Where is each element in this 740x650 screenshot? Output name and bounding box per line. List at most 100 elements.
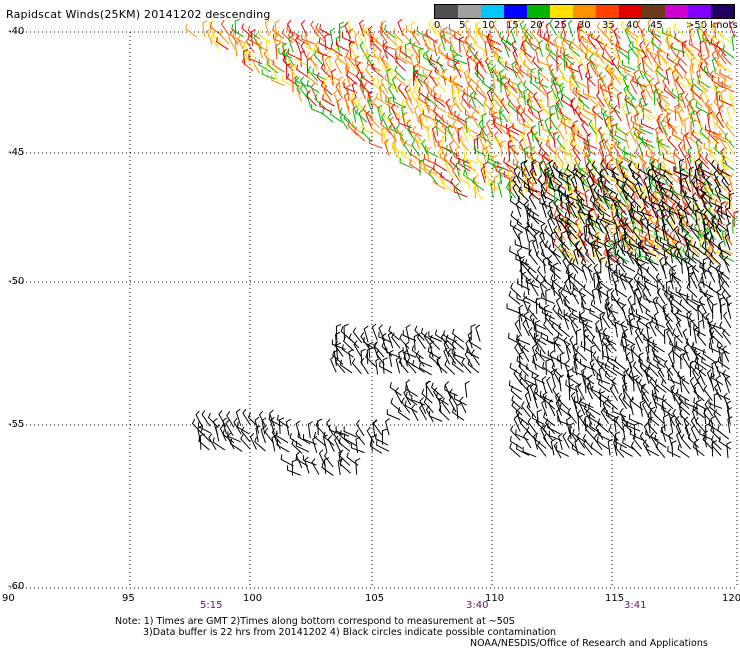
wind-barb xyxy=(367,97,374,115)
wind-barb xyxy=(647,236,661,249)
wind-barb xyxy=(191,418,203,435)
wind-barb xyxy=(657,200,666,218)
wind-barb xyxy=(708,320,714,338)
wind-barb xyxy=(591,122,605,135)
wind-barb xyxy=(609,36,622,50)
wind-barb xyxy=(707,103,713,120)
wind-barb xyxy=(647,25,662,38)
wind-barb xyxy=(560,47,574,60)
wind-barb xyxy=(630,203,643,217)
wind-barb xyxy=(464,350,473,367)
wind-barb xyxy=(716,341,730,355)
wind-barb xyxy=(457,84,463,101)
lat-label: -60 xyxy=(8,581,25,592)
wind-barb xyxy=(532,391,539,409)
wind-barb xyxy=(548,399,556,417)
wind-barb xyxy=(421,388,433,404)
wind-barb xyxy=(526,218,538,234)
wind-barb xyxy=(199,433,206,450)
wind-barb xyxy=(605,221,611,239)
wind-barb xyxy=(437,139,446,157)
wind-barb xyxy=(661,54,671,71)
wind-barb xyxy=(588,168,595,186)
wind-barb xyxy=(639,123,653,135)
wind-barb xyxy=(600,361,611,378)
wind-barb xyxy=(573,400,579,418)
wind-barb xyxy=(665,67,671,85)
wind-barb xyxy=(339,451,351,466)
wind-barb xyxy=(601,312,611,329)
wind-barb xyxy=(649,78,663,92)
wind-barb xyxy=(314,28,326,43)
wind-barb xyxy=(594,64,605,81)
wind-barb xyxy=(599,390,606,408)
wind-barb xyxy=(378,331,392,343)
wind-barb xyxy=(513,414,521,432)
wind-barb xyxy=(285,63,292,80)
wind-barb xyxy=(423,163,437,176)
wind-barb xyxy=(405,97,414,115)
wind-barb xyxy=(630,441,642,457)
wind-barb xyxy=(510,210,523,226)
wind-barb xyxy=(307,65,318,82)
wind-barb xyxy=(695,352,701,370)
wind-barb xyxy=(618,45,631,60)
wind-barb xyxy=(563,117,569,135)
wind-barb xyxy=(422,68,437,80)
wind-barb xyxy=(553,441,562,459)
wind-barb xyxy=(638,356,651,371)
wind-barb xyxy=(692,341,706,354)
wind-barb xyxy=(509,174,518,191)
wind-barb xyxy=(552,89,559,107)
wind-barb xyxy=(586,169,599,184)
wind-barb xyxy=(701,311,707,329)
wind-barb xyxy=(587,374,593,392)
wind-barb xyxy=(346,452,359,466)
wind-barb xyxy=(612,48,623,64)
wind-barb xyxy=(382,61,397,73)
wind-barb xyxy=(649,319,657,337)
wind-barb xyxy=(404,400,418,413)
wind-barb xyxy=(669,291,682,306)
wind-barb xyxy=(541,399,548,417)
wind-barb xyxy=(639,431,650,448)
wind-barb xyxy=(609,384,618,402)
lon-label: 110 xyxy=(485,593,505,604)
wind-barb xyxy=(623,227,636,242)
wind-barb xyxy=(666,328,674,346)
wind-barb xyxy=(528,192,537,210)
wind-barb xyxy=(379,26,388,44)
wind-barb xyxy=(568,312,579,329)
wind-barb xyxy=(647,338,659,353)
wind-barb xyxy=(695,109,702,127)
wind-barb xyxy=(622,184,633,200)
wind-barb xyxy=(416,332,426,350)
wind-barb xyxy=(639,191,649,209)
wind-barb xyxy=(622,394,633,410)
wind-barb xyxy=(684,116,690,134)
wind-barb xyxy=(554,182,565,198)
wind-barb xyxy=(429,340,435,358)
wind-barb xyxy=(670,384,676,402)
wind-barb xyxy=(636,175,642,193)
wind-barb xyxy=(311,103,325,115)
wind-barb xyxy=(573,358,579,376)
wind-barb xyxy=(200,427,211,443)
wind-barb xyxy=(640,221,654,233)
wind-barb xyxy=(636,20,646,37)
wind-barb xyxy=(222,429,235,444)
wind-barb xyxy=(578,398,586,416)
wind-barb xyxy=(699,286,714,298)
wind-barb xyxy=(601,336,612,352)
wind-barb xyxy=(428,410,443,422)
wind-barb xyxy=(370,122,383,137)
wind-barb xyxy=(489,108,503,121)
wind-barb xyxy=(615,42,621,60)
wind-barb xyxy=(611,123,617,141)
wind-barb xyxy=(584,71,596,87)
wind-barb xyxy=(530,279,539,296)
wind-barb xyxy=(679,400,691,416)
wind-barb xyxy=(560,288,571,304)
wind-barb xyxy=(379,106,390,122)
wind-barb xyxy=(521,345,530,362)
